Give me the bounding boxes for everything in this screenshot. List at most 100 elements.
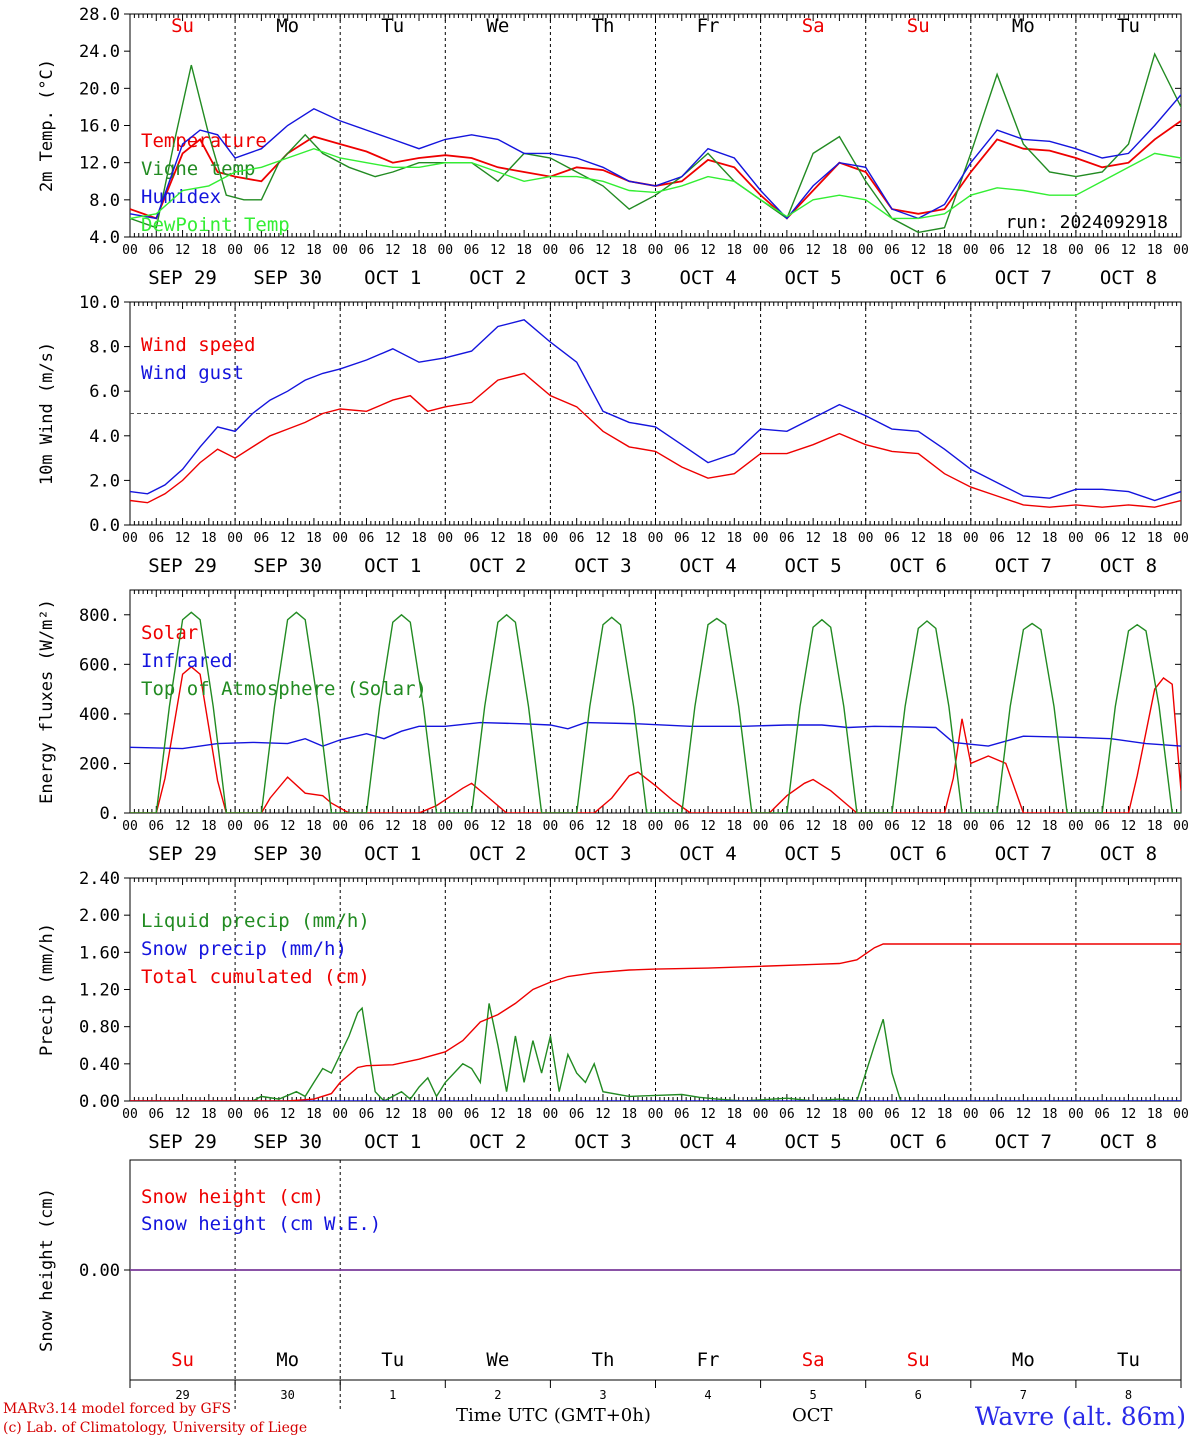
hour-label: 12 — [280, 1107, 296, 1122]
hour-label: 12 — [595, 243, 611, 258]
legend-solar: Solar — [141, 622, 198, 644]
series-line-vigne-temp — [130, 52, 1181, 234]
y-tick-label: 28.0 — [79, 5, 120, 25]
bottom-weekday-label: Fr — [697, 1349, 720, 1371]
date-label: SEP 30 — [253, 843, 322, 865]
hour-label: 06 — [1094, 819, 1110, 834]
hour-label: 12 — [700, 819, 716, 834]
hour-label: 18 — [1147, 531, 1163, 546]
date-label: OCT 6 — [890, 843, 947, 865]
hour-label: 00 — [858, 819, 874, 834]
bottom-weekday-label: Tu — [381, 1349, 404, 1371]
hour-label: 00 — [1068, 531, 1084, 546]
hour-label: 00 — [332, 243, 348, 258]
weekday-label: Su — [171, 15, 194, 37]
hour-label: 06 — [148, 243, 164, 258]
hour-label: 06 — [884, 531, 900, 546]
hour-label: 00 — [753, 531, 769, 546]
legend-wind-gust: Wind gust — [141, 362, 244, 384]
series-line-temperature — [130, 119, 1181, 220]
hour-label: 12 — [490, 531, 506, 546]
y-axis-label: Snow height (cm) — [37, 1188, 57, 1352]
hour-label: 12 — [1016, 531, 1032, 546]
legend-top-of-atmosphere-solar-: Top of Atmosphere (Solar) — [141, 678, 427, 700]
hour-label: 18 — [516, 531, 532, 546]
hour-label: 12 — [1016, 243, 1032, 258]
date-label: OCT 7 — [995, 843, 1052, 865]
hour-label: 00 — [753, 243, 769, 258]
hour-label: 12 — [805, 1107, 821, 1122]
hour-label: 00 — [648, 1107, 664, 1122]
weekday-label: We — [486, 15, 509, 37]
y-tick-label: 6.0 — [89, 382, 120, 402]
hour-label: 06 — [989, 819, 1005, 834]
hour-label: 00 — [122, 819, 138, 834]
hour-label: 12 — [1121, 819, 1137, 834]
weekday-label: Mo — [1012, 15, 1035, 37]
hour-label: 12 — [175, 531, 191, 546]
date-label: OCT 6 — [890, 1131, 947, 1153]
hour-label: 00 — [227, 531, 243, 546]
date-label: OCT 5 — [785, 267, 842, 289]
hour-label: 12 — [910, 819, 926, 834]
hour-label: 18 — [411, 819, 427, 834]
y-tick-label: 8.0 — [89, 338, 120, 358]
hour-label: 00 — [543, 1107, 559, 1122]
hour-label: 12 — [910, 531, 926, 546]
hour-label: 18 — [1042, 819, 1058, 834]
time-axis-label: Time UTC (GMT+0h) — [456, 1405, 651, 1426]
legend-dewpoint-temp: DewPoint Temp — [141, 214, 290, 236]
hour-label: 12 — [595, 819, 611, 834]
hour-label: 18 — [201, 243, 217, 258]
date-label: OCT 2 — [469, 555, 526, 577]
hour-label: 18 — [621, 819, 637, 834]
hour-label: 06 — [1094, 1107, 1110, 1122]
bottom-day-number: 5 — [810, 1388, 817, 1402]
hour-label: 12 — [1016, 1107, 1032, 1122]
y-tick-label: 600. — [79, 655, 120, 675]
hour-label: 12 — [1121, 243, 1137, 258]
date-label: OCT 4 — [679, 555, 736, 577]
weekday-label: Th — [592, 15, 615, 37]
hour-label: 18 — [1147, 819, 1163, 834]
date-label: OCT 5 — [785, 555, 842, 577]
y-tick-label: 400. — [79, 705, 120, 725]
bottom-weekday-label: We — [486, 1349, 509, 1371]
hour-label: 18 — [726, 819, 742, 834]
bottom-weekday-label: Mo — [276, 1349, 299, 1371]
y-tick-label: 24.0 — [79, 42, 120, 62]
date-label: OCT 5 — [785, 843, 842, 865]
bottom-day-number: 30 — [280, 1388, 294, 1402]
series-line-humidex — [130, 94, 1181, 220]
lab-credit: (c) Lab. of Climatology, University of L… — [3, 1420, 308, 1436]
y-tick-label: 16.0 — [79, 117, 120, 137]
hour-label: 18 — [621, 531, 637, 546]
hour-label: 06 — [1094, 243, 1110, 258]
hour-label: 18 — [621, 1107, 637, 1122]
date-label: OCT 2 — [469, 1131, 526, 1153]
legend-wind-speed: Wind speed — [141, 334, 255, 356]
hour-label: 00 — [963, 819, 979, 834]
hour-label: 06 — [359, 243, 375, 258]
hour-label: 12 — [1121, 1107, 1137, 1122]
hour-label: 12 — [700, 243, 716, 258]
hour-label: 00 — [437, 1107, 453, 1122]
hour-label: 18 — [201, 819, 217, 834]
hour-label: 18 — [832, 1107, 848, 1122]
date-label: OCT 8 — [1100, 267, 1157, 289]
hour-label: 00 — [648, 243, 664, 258]
hour-label: 12 — [1121, 531, 1137, 546]
y-tick-label: 4.0 — [89, 427, 120, 447]
date-label: SEP 29 — [148, 843, 217, 865]
hour-label: 06 — [779, 531, 795, 546]
legend-liquid-precip-mm-h-: Liquid precip (mm/h) — [141, 910, 370, 932]
hour-label: 18 — [726, 1107, 742, 1122]
hour-label: 18 — [937, 819, 953, 834]
hour-label: 00 — [437, 819, 453, 834]
hour-label: 06 — [464, 531, 480, 546]
y-tick-label: 200. — [79, 754, 120, 774]
hour-label: 00 — [858, 243, 874, 258]
weekday-label: Fr — [697, 15, 720, 37]
hour-label: 06 — [569, 1107, 585, 1122]
legend-humidex: Humidex — [141, 186, 221, 208]
